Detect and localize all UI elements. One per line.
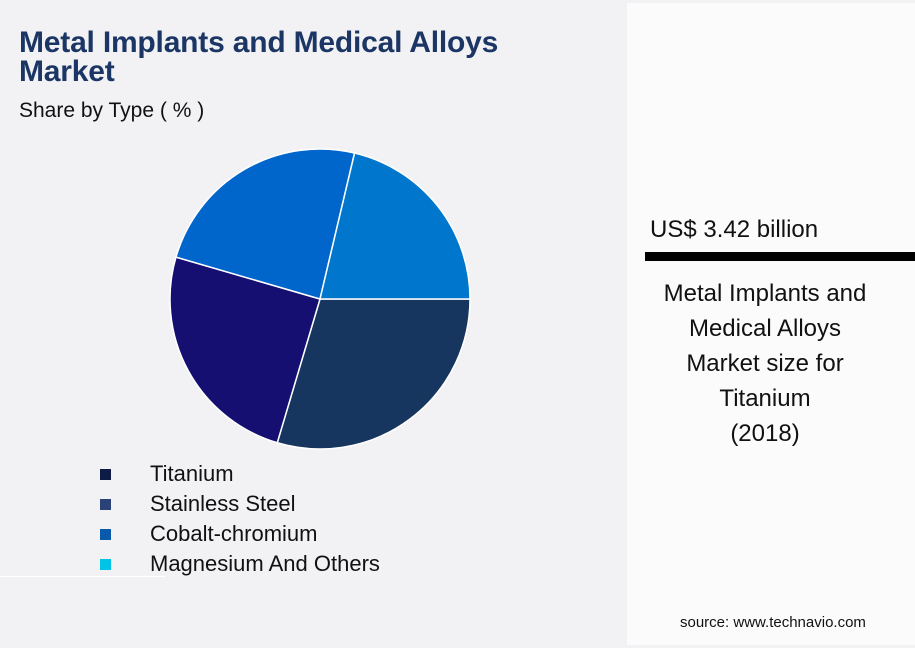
- pie-slice-magnesium-and-others: [319, 152, 471, 300]
- legend-item-titanium: Titanium: [100, 460, 460, 490]
- legend-label: Stainless Steel: [150, 491, 296, 516]
- legend-swatch-icon: [100, 559, 111, 570]
- divider: [0, 576, 165, 577]
- kpi-description: Metal Implants and Medical Alloys Market…: [627, 276, 903, 451]
- kpi-description-line: Titanium: [719, 385, 811, 412]
- legend: Titanium Stainless Steel Cobalt-chromium…: [100, 460, 460, 580]
- kpi-description-line: (2018): [730, 420, 800, 447]
- legend-label: Cobalt-chromium: [150, 521, 318, 546]
- pie-chart: [169, 148, 471, 450]
- legend-item-magnesium-and-others: Magnesium And Others: [100, 550, 460, 580]
- legend-label: Titanium: [150, 461, 234, 486]
- legend-swatch-icon: [100, 499, 111, 510]
- legend-item-stainless-steel: Stainless Steel: [100, 490, 460, 520]
- pie-slice-cobalt-chromium: [175, 148, 356, 300]
- chart-subtitle: Share by Type ( % ): [19, 99, 205, 122]
- legend-item-cobalt-chromium: Cobalt-chromium: [100, 520, 460, 550]
- kpi-description-line: Market size for: [686, 350, 844, 377]
- kpi-description-line: Metal Implants and: [663, 280, 867, 307]
- kpi-value: US$ 3.42 billion: [650, 216, 819, 243]
- kpi-panel: US$ 3.42 billion Metal Implants and Medi…: [627, 3, 915, 645]
- pie-slice-titanium: [276, 298, 471, 450]
- pie-slices: [169, 148, 471, 450]
- legend-swatch-icon: [100, 469, 111, 480]
- source-credit: source: www.technavio.com: [680, 614, 866, 631]
- chart-title: Metal Implants and Medical Alloys Market: [19, 26, 499, 88]
- legend-swatch-icon: [100, 529, 111, 540]
- kpi-description-line: Medical Alloys: [688, 315, 842, 342]
- kpi-underline-bar: [645, 252, 915, 261]
- pie-slice-stainless-steel: [169, 256, 321, 444]
- legend-label: Magnesium And Others: [150, 551, 380, 576]
- chart-panel: Metal Implants and Medical Alloys Market…: [0, 26, 499, 580]
